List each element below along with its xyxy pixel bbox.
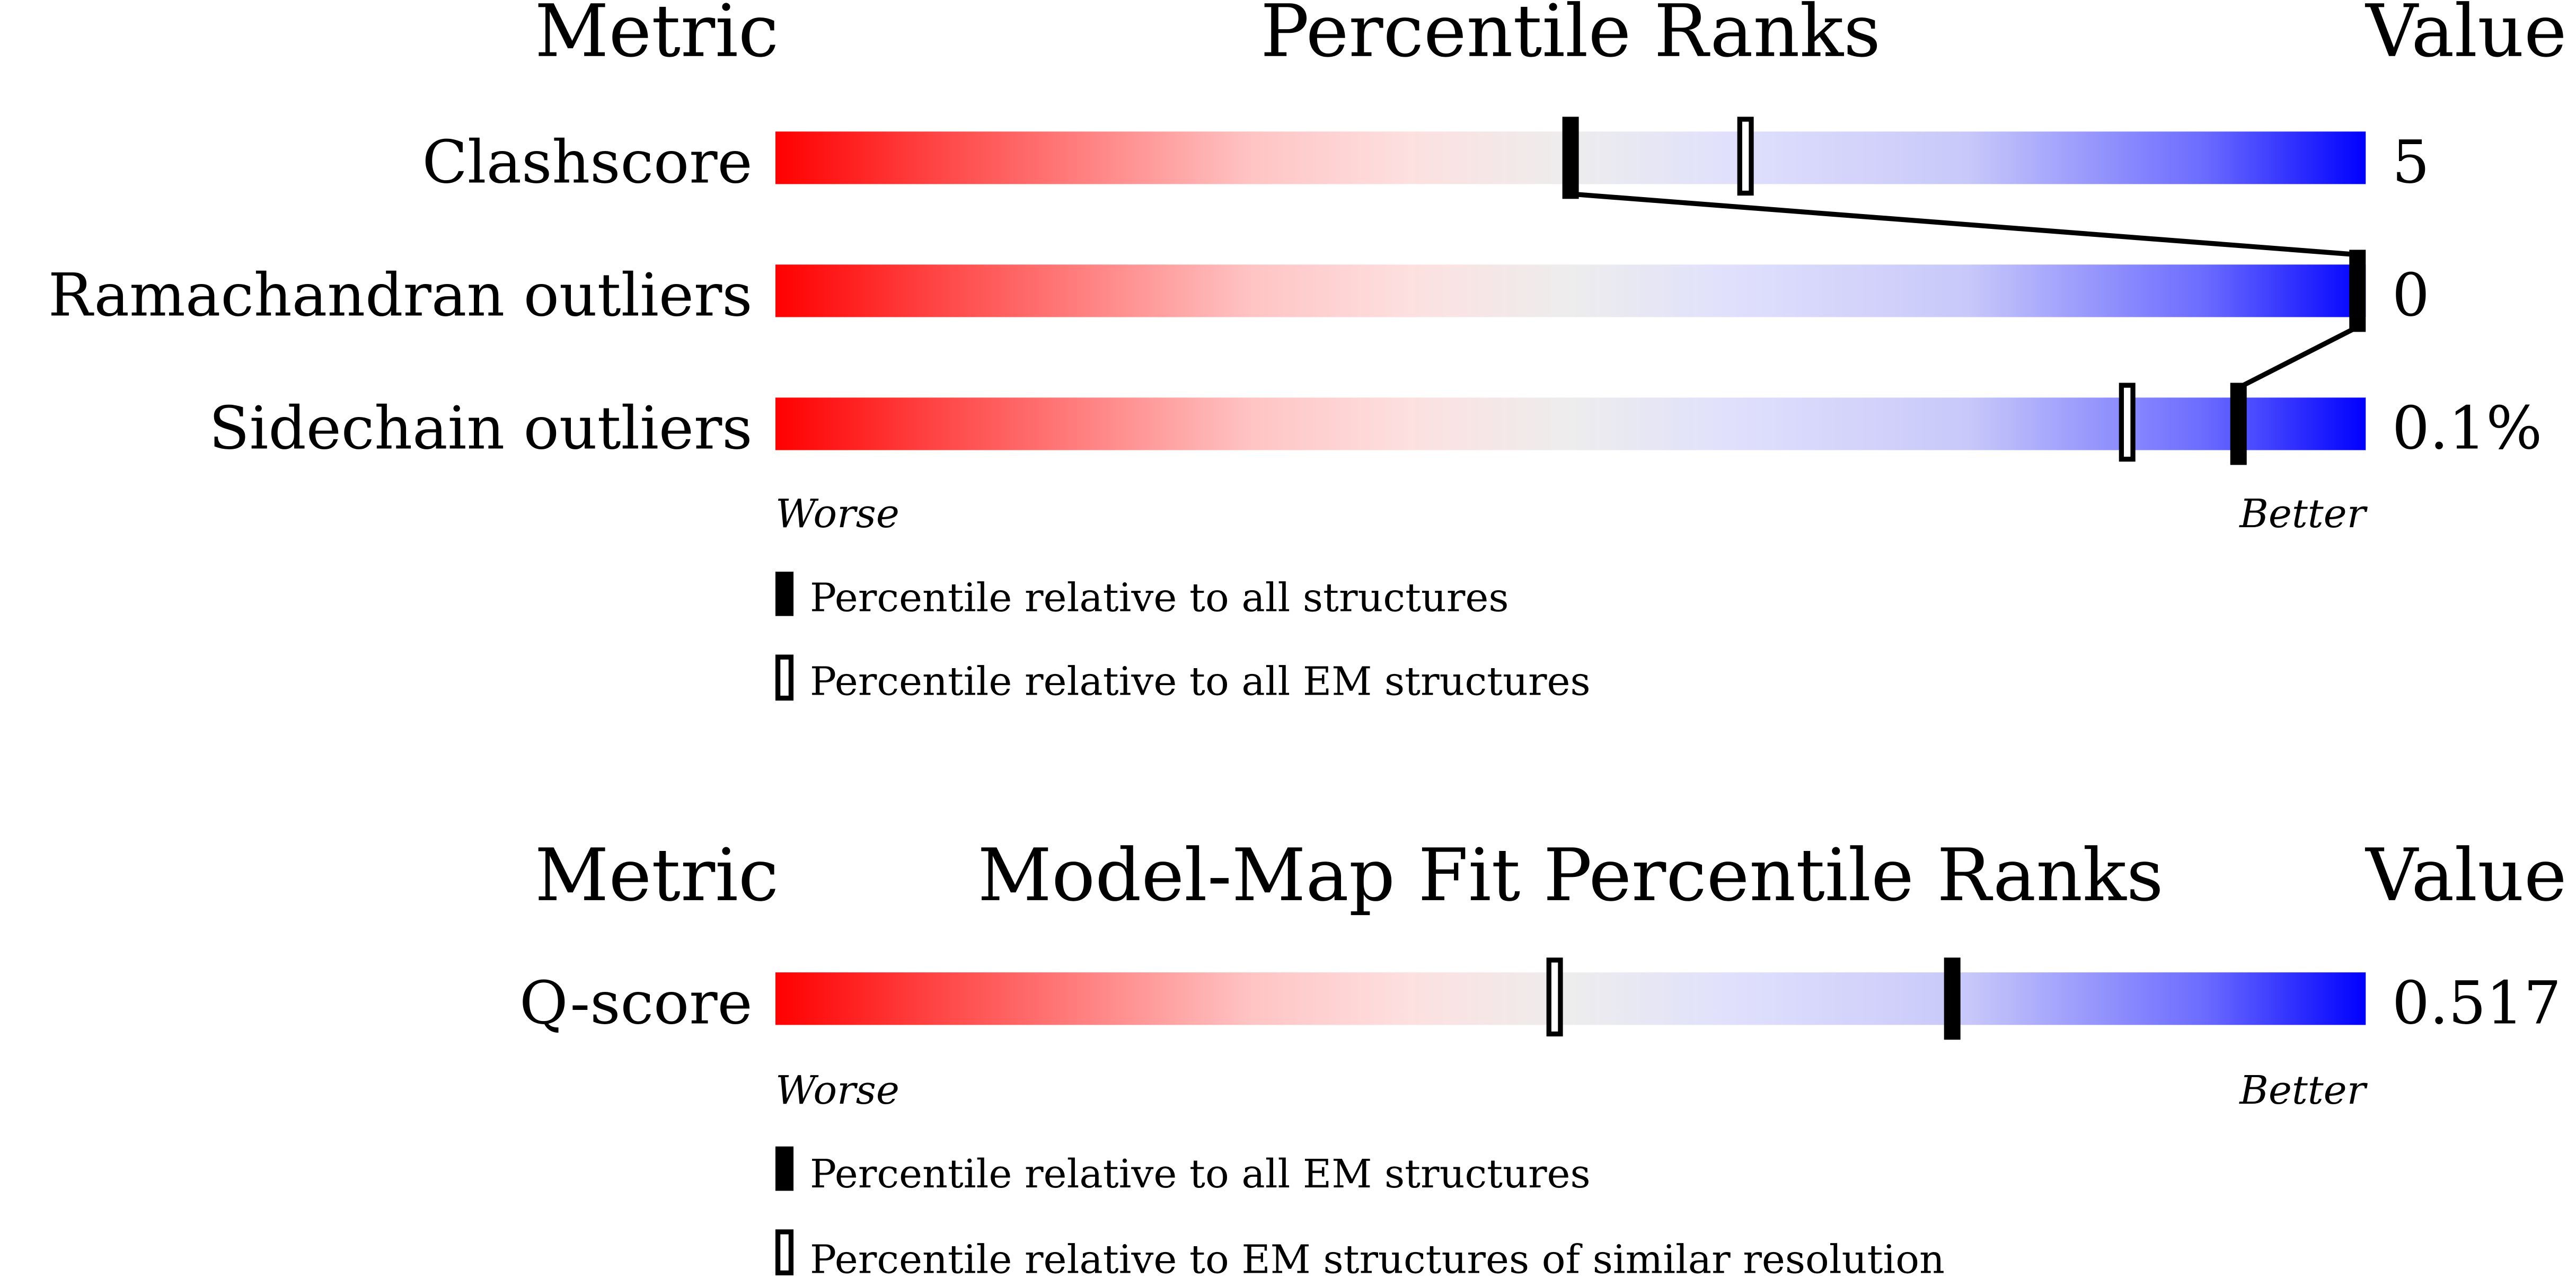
connector-line [1570, 191, 2358, 258]
percentile-bar [775, 972, 2366, 1025]
percentile-bar [775, 264, 2366, 317]
metric-label: Q-score [519, 969, 753, 1037]
percentile-marker-open [1737, 117, 1754, 196]
value-header: Value [2365, 0, 2566, 74]
metric-value: 0.1% [2392, 394, 2542, 463]
metric-header: Metric [535, 833, 779, 918]
metric-value: 5 [2392, 128, 2430, 197]
metric-label: Sidechain outliers [209, 394, 752, 463]
connector-line [2237, 324, 2359, 390]
percentile-marker-filled [2349, 250, 2366, 332]
chart-title: Percentile Ranks [1260, 0, 1881, 74]
legend-open-marker [775, 1229, 794, 1276]
legend-open-label: Percentile relative to all EM structures [810, 658, 1591, 704]
better-label: Better [2238, 491, 2368, 537]
legend-open-marker [775, 654, 794, 701]
metric-value: 0.517 [2392, 969, 2561, 1037]
worse-label: Worse [775, 1067, 899, 1113]
percentile-marker-open [1546, 957, 1563, 1037]
percentile-bar [775, 397, 2366, 450]
legend-filled-marker [775, 571, 794, 616]
value-header: Value [2365, 833, 2566, 918]
legend-filled-label: Percentile relative to all EM structures [810, 1151, 1591, 1197]
percentile-marker-filled [1944, 957, 1961, 1040]
worse-label: Worse [775, 491, 899, 537]
legend-open-label: Percentile relative to EM structures of … [810, 1236, 1945, 1278]
metric-label: Clashscore [422, 128, 753, 197]
metric-value: 0 [2392, 261, 2430, 330]
better-label: Better [2238, 1067, 2368, 1113]
legend-filled-marker [775, 1146, 794, 1191]
validation-panel: Metric Percentile Ranks Value Clashscore… [48, 0, 2567, 704]
percentile-marker-open [2119, 383, 2136, 462]
percentile-marker-filled [2230, 383, 2247, 465]
percentile-marker-filled [1562, 117, 1579, 199]
chart-title: Model-Map Fit Percentile Ranks [977, 833, 2163, 918]
legend-filled-label: Percentile relative to all structures [810, 574, 1509, 620]
model-map-fit-panel: Metric Model-Map Fit Percentile Ranks Va… [519, 833, 2567, 1278]
metric-label: Ramachandran outliers [48, 261, 753, 330]
metric-header: Metric [535, 0, 779, 74]
